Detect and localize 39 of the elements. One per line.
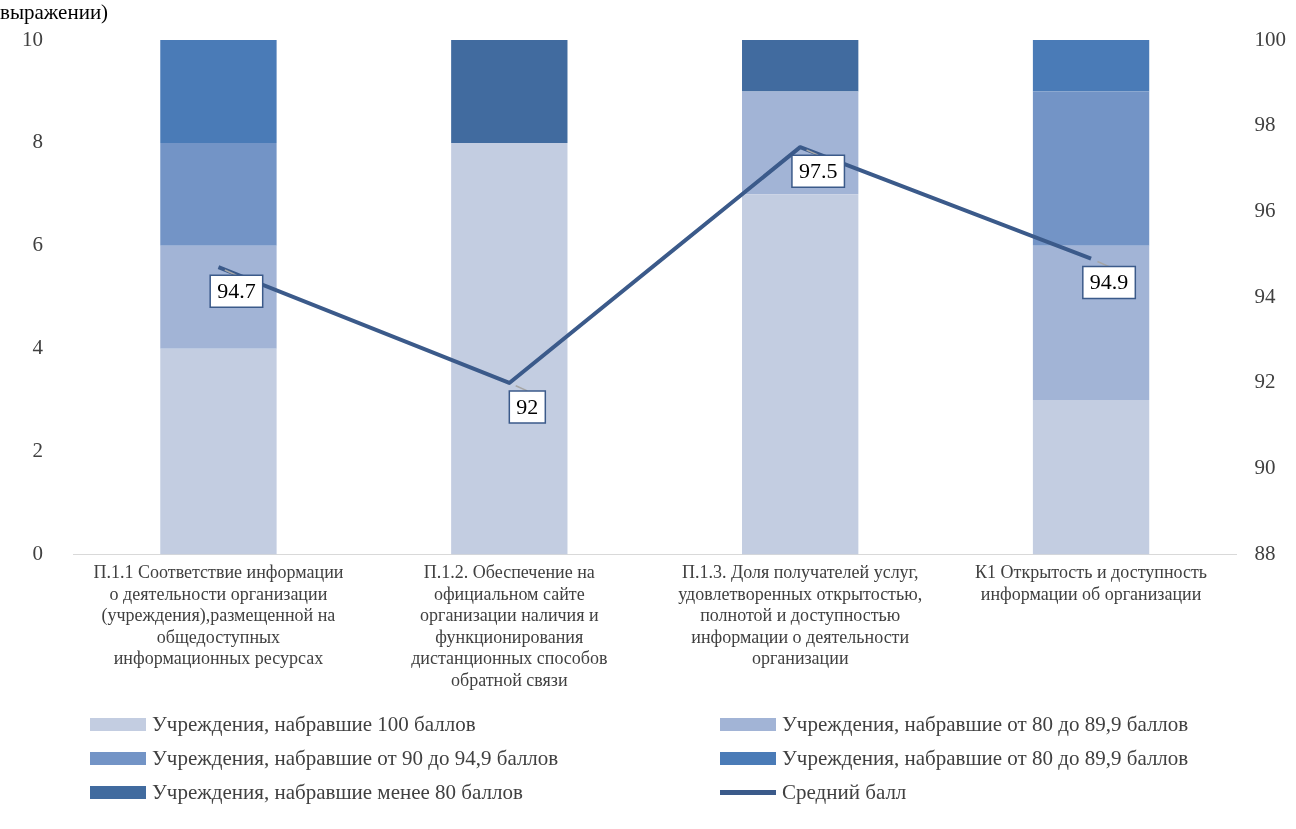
- chart-title: выражении): [0, 0, 109, 24]
- bar: [1032, 245, 1150, 401]
- y-tick-label: 0: [32, 540, 43, 565]
- bar: [160, 348, 277, 555]
- y-tick-label: 6: [32, 232, 43, 257]
- x-tick-label: К1 Открытость и доступность информации об организации: [975, 561, 1208, 604]
- y-tick-label: 4: [32, 335, 44, 360]
- legend-label: Учреждения, набравшие от 90 до 94,9 баллов: [152, 746, 559, 771]
- legend-label: Учреждения, набравшие менее 80 баллов: [152, 780, 523, 805]
- y2-tick-label: 90: [1254, 455, 1276, 480]
- x-tick-label: П.1.3. Доля получателей услуг, удовлетворенных открытостью, полнотой и доступностью информации о деятельности организации: [678, 561, 923, 669]
- data-label: 97.5: [798, 157, 838, 183]
- bar: [160, 40, 277, 143]
- y2-tick-label: 94: [1254, 283, 1276, 308]
- y2-tick-label: 92: [1254, 369, 1276, 394]
- bar: [742, 194, 859, 555]
- bar: [1032, 400, 1150, 555]
- legend-label: Учреждения, набравшие от 80 до 89,9 баллов: [782, 746, 1189, 771]
- bar: [451, 40, 568, 143]
- data-label: 94.9: [1089, 269, 1129, 295]
- x-tick-label: П.1.1 Соответствие информации о деятельности организации (учреждения),размещенной на общедоступных информационных ресурсах: [93, 561, 344, 669]
- y2-tick-label: 98: [1254, 112, 1276, 137]
- y-tick-label: 2: [32, 438, 43, 463]
- bar: [1032, 91, 1150, 246]
- bar: [1032, 40, 1150, 92]
- y-tick-label: 8: [32, 129, 43, 154]
- legend-label: Учреждения, набравшие от 80 до 89,9 баллов: [782, 712, 1189, 737]
- bar: [160, 142, 277, 246]
- legend-label: Средний балл: [782, 780, 907, 805]
- data-label: 94.7: [217, 277, 256, 303]
- x-tick-label: П.1.2. Обеспечение на официальном сайте организации наличия и функционирования дистанционных способов обратной связи: [411, 561, 608, 690]
- y2-tick-label: 96: [1254, 197, 1276, 222]
- bar: [742, 40, 859, 92]
- y2-tick-label: 88: [1254, 540, 1276, 565]
- legend-label: Учреждения, набравшие 100 баллов: [152, 712, 476, 737]
- y2-tick-label: 100: [1254, 26, 1286, 51]
- data-label: 92: [516, 393, 539, 419]
- bar: [451, 142, 568, 555]
- y-tick-label: 10: [22, 26, 43, 51]
